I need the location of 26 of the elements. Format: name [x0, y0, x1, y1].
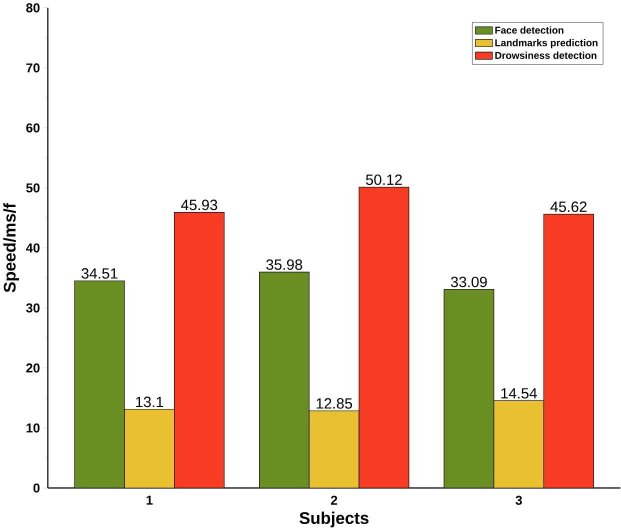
data-label: 13.1: [136, 396, 164, 408]
data-label: 45.93: [181, 200, 218, 210]
y-tick-label: 80: [26, 3, 40, 13]
legend-label: Drowsiness detection: [495, 52, 596, 60]
data-label: 35.98: [266, 260, 302, 270]
y-tick-label: 20: [26, 364, 40, 373]
x-tick-label: 1: [146, 496, 153, 505]
data-label: 50.12: [366, 174, 402, 186]
y-tick-label: 30: [26, 304, 40, 313]
x-axis-title: Subjects: [300, 512, 368, 528]
data-label: 45.62: [550, 202, 587, 212]
data-label: 12.85: [316, 398, 352, 409]
data-label: 33.09: [450, 276, 487, 288]
data-label: 14.54: [501, 388, 537, 399]
legend-label: Landmarks prediction: [495, 39, 598, 48]
x-tick-label: 3: [516, 496, 522, 506]
data-label: 34.51: [82, 268, 118, 279]
y-tick-label: 60: [26, 123, 40, 133]
y-axis-title: Speed/ms/f: [3, 203, 19, 293]
x-tick-label: 2: [330, 496, 338, 505]
y-tick-label: 70: [26, 63, 40, 73]
y-tick-label: 0: [33, 484, 40, 493]
legend-label: Face detection: [495, 26, 564, 34]
y-tick-label: 10: [26, 424, 40, 433]
y-tick-label: 40: [26, 244, 40, 253]
y-tick-label: 50: [26, 184, 40, 193]
